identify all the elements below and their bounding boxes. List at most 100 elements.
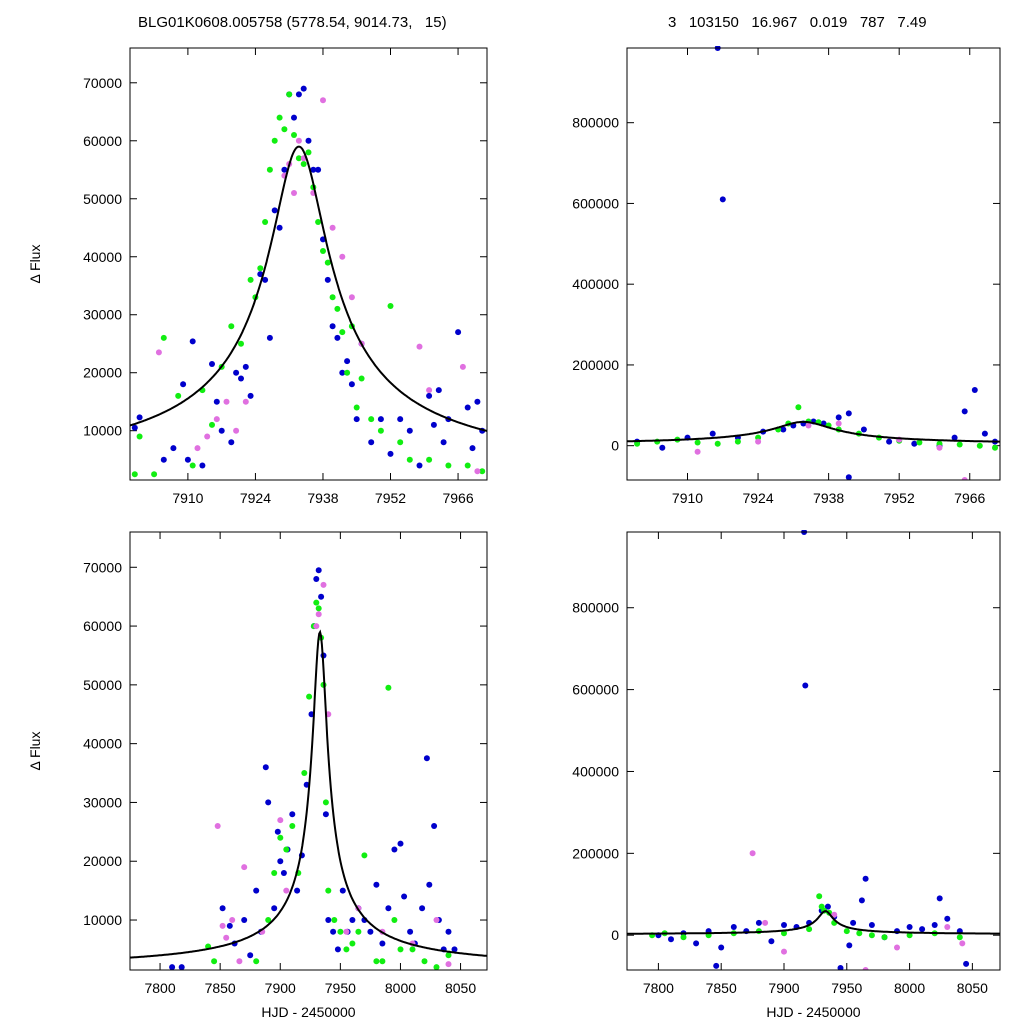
data-point-blue bbox=[435, 387, 442, 394]
data-point-blue bbox=[387, 450, 394, 457]
data-point-blue bbox=[780, 426, 787, 433]
data-point-magenta bbox=[283, 887, 290, 894]
data-point-blue bbox=[423, 755, 430, 762]
y-tick-label: 50000 bbox=[83, 191, 122, 207]
data-point-green bbox=[281, 126, 288, 133]
data-point-blue bbox=[906, 924, 913, 930]
data-point-magenta bbox=[781, 948, 787, 955]
data-point-magenta bbox=[749, 850, 756, 857]
x-tick-label: 7952 bbox=[884, 490, 915, 506]
data-point-blue bbox=[755, 919, 762, 926]
data-point-blue bbox=[416, 462, 423, 469]
data-point-green bbox=[305, 149, 312, 156]
data-point-green bbox=[868, 932, 875, 939]
model-curve bbox=[627, 910, 1000, 935]
data-point-green bbox=[320, 248, 326, 254]
data-point-blue bbox=[464, 404, 471, 411]
data-point-green bbox=[295, 155, 302, 162]
data-point-green bbox=[433, 964, 440, 970]
data-point-blue bbox=[315, 567, 322, 574]
data-point-magenta bbox=[219, 922, 226, 929]
model-curve bbox=[130, 145, 487, 432]
data-point-green bbox=[300, 161, 307, 167]
data-point-blue bbox=[262, 764, 269, 771]
data-point-green bbox=[151, 471, 158, 478]
data-point-green bbox=[344, 369, 351, 376]
data-point-blue bbox=[426, 881, 433, 888]
data-point-blue bbox=[886, 438, 893, 445]
data-point-blue bbox=[860, 426, 867, 433]
data-point-magenta bbox=[474, 468, 481, 475]
data-point-blue bbox=[344, 358, 351, 365]
panel-top-left: 7910 7924 7938 7952 7966 10000 20000 30000 40000… bbox=[27, 47, 488, 506]
data-point-magenta bbox=[416, 343, 423, 350]
data-point-green bbox=[265, 917, 272, 923]
data-point-green bbox=[337, 928, 344, 935]
data-point-green bbox=[714, 440, 721, 447]
data-point-green bbox=[368, 416, 375, 423]
y-tick-label: 30000 bbox=[83, 307, 122, 323]
data-point-green bbox=[992, 444, 998, 451]
data-point-green bbox=[209, 421, 215, 428]
data-point-blue bbox=[931, 922, 938, 928]
data-point-blue bbox=[330, 928, 337, 935]
data-point-blue bbox=[406, 427, 413, 434]
data-point-magenta bbox=[445, 961, 452, 968]
x-tick-label: 7850 bbox=[706, 980, 737, 996]
y-tick-label: 400000 bbox=[572, 276, 619, 292]
data-point-green bbox=[881, 934, 888, 941]
data-point-blue bbox=[868, 922, 875, 928]
data-point-blue bbox=[768, 938, 775, 945]
data-point-green bbox=[479, 468, 486, 475]
data-point-green bbox=[385, 684, 392, 691]
data-point-green bbox=[976, 442, 983, 449]
data-point-blue bbox=[981, 430, 988, 437]
data-points bbox=[130, 85, 487, 478]
y-tick-label: 600000 bbox=[572, 682, 619, 698]
data-point-magenta bbox=[242, 398, 249, 405]
data-point-magenta bbox=[291, 190, 297, 196]
data-point-blue bbox=[377, 416, 384, 423]
panel-top-right: 7910 7924 7938 7952 7966 0 200000 400000 600000 8… bbox=[572, 46, 1001, 506]
y-tick-label: 0 bbox=[611, 438, 619, 454]
data-point-green bbox=[377, 427, 384, 434]
data-point-blue bbox=[322, 811, 329, 818]
plot-frame bbox=[626, 47, 1001, 481]
data-point-green bbox=[956, 441, 963, 448]
data-point-blue bbox=[178, 964, 185, 970]
y-tick-label: 30000 bbox=[83, 794, 122, 810]
data-point-blue bbox=[846, 942, 853, 949]
data-point-blue bbox=[242, 363, 249, 370]
data-point-blue bbox=[451, 946, 458, 953]
data-point-green bbox=[795, 404, 802, 411]
data-point-green bbox=[361, 852, 368, 859]
data-point-green bbox=[373, 958, 380, 965]
data-point-blue bbox=[469, 445, 476, 452]
data-point-magenta bbox=[459, 363, 466, 370]
data-point-blue bbox=[266, 334, 273, 341]
x-tick-label: 7950 bbox=[325, 980, 356, 996]
data-point-blue bbox=[963, 960, 970, 967]
data-point-blue bbox=[837, 965, 844, 970]
data-point-blue bbox=[944, 915, 951, 922]
x-tick-label: 7900 bbox=[265, 980, 296, 996]
data-point-blue bbox=[262, 276, 269, 283]
x-tick-label: 7924 bbox=[240, 490, 271, 506]
data-point-green bbox=[286, 91, 293, 98]
data-point-green bbox=[843, 928, 850, 935]
data-point-green bbox=[355, 928, 362, 935]
data-point-green bbox=[271, 137, 278, 144]
data-point-blue bbox=[713, 962, 720, 969]
data-point-green bbox=[349, 940, 356, 947]
data-point-blue bbox=[313, 576, 320, 582]
panel-bottom-left: 7800 7850 7900 7950 8000 8050 10000 20000 30000 4… bbox=[27, 531, 488, 1020]
y-axis-label: Δ Flux bbox=[27, 732, 43, 771]
data-point-blue bbox=[426, 392, 433, 399]
y-tick-label: 600000 bbox=[572, 195, 619, 211]
data-point-green bbox=[315, 605, 322, 612]
data-point-blue bbox=[349, 917, 356, 923]
data-point-blue bbox=[253, 887, 260, 894]
data-point-blue bbox=[961, 408, 968, 415]
data-point-blue bbox=[824, 903, 831, 910]
data-point-blue bbox=[219, 905, 226, 912]
